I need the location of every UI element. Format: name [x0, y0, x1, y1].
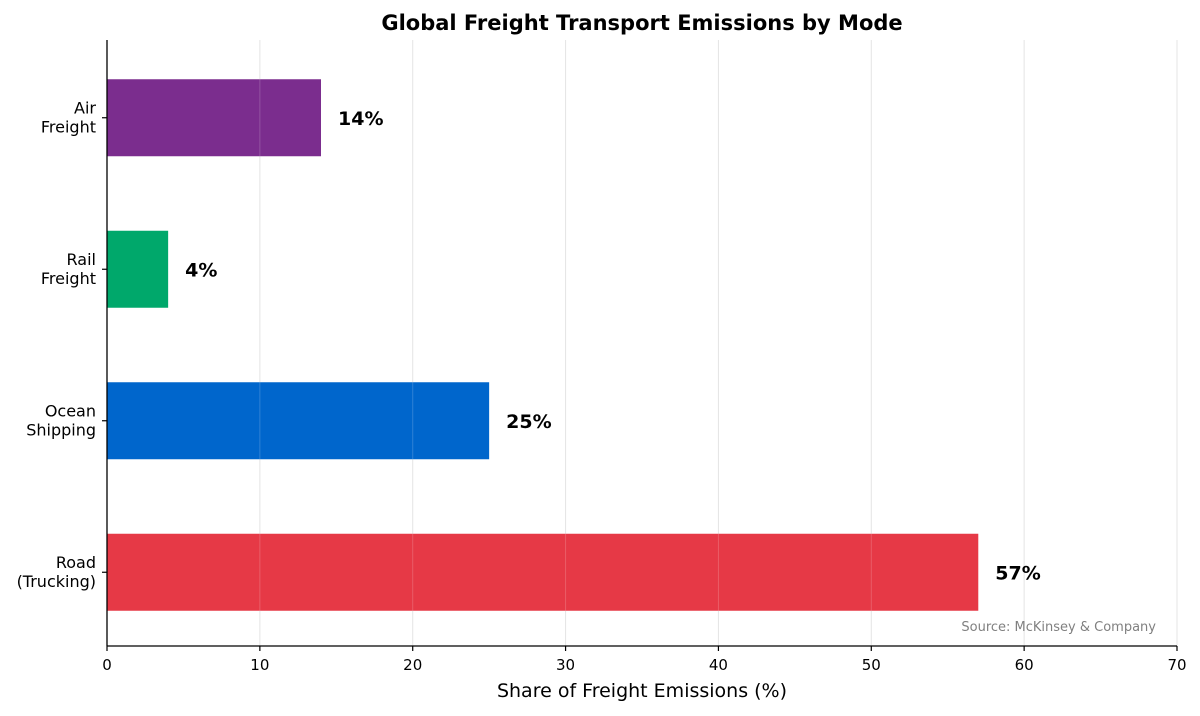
x-tick-labels: 0 10 20 30 40 50 60 70 — [102, 646, 1187, 674]
x-tick-label: 0 — [102, 656, 112, 674]
data-label: 14% — [338, 108, 383, 130]
y-tick-label: Freight — [41, 117, 96, 136]
y-tick-label: Rail — [67, 250, 96, 269]
y-tick-label: (Trucking) — [17, 572, 96, 591]
x-tick-label: 30 — [556, 656, 575, 674]
chart-title: Global Freight Transport Emissions by Mo… — [381, 11, 902, 35]
bar — [107, 79, 321, 157]
bar — [107, 230, 169, 308]
bar — [107, 382, 490, 460]
x-tick-label: 60 — [1015, 656, 1034, 674]
bar — [107, 533, 979, 611]
x-tick-label: 70 — [1167, 656, 1186, 674]
y-tick-label: Freight — [41, 269, 96, 288]
gridlines-overlay — [259, 40, 1178, 646]
data-label: 25% — [506, 411, 551, 433]
data-label: 4% — [185, 259, 217, 281]
y-tick-label: Ocean — [45, 401, 96, 420]
gridlines — [259, 40, 1178, 646]
y-tick-label: Shipping — [26, 420, 96, 439]
x-tick-label: 50 — [862, 656, 881, 674]
y-tick-label: Road — [56, 553, 96, 572]
data-labels: 14% 4% 25% 57% — [185, 108, 1041, 585]
y-tick-label: Air — [74, 98, 96, 117]
bars — [107, 79, 979, 611]
x-tick-label: 40 — [709, 656, 728, 674]
x-axis-label: Share of Freight Emissions (%) — [497, 680, 787, 702]
data-label: 57% — [995, 562, 1040, 584]
y-tick-labels: AirFreightRailFreightOceanShippingRoad(T… — [17, 98, 107, 591]
x-tick-label: 20 — [403, 656, 422, 674]
x-tick-label: 10 — [250, 656, 269, 674]
source-annotation: Source: McKinsey & Company — [961, 620, 1156, 635]
